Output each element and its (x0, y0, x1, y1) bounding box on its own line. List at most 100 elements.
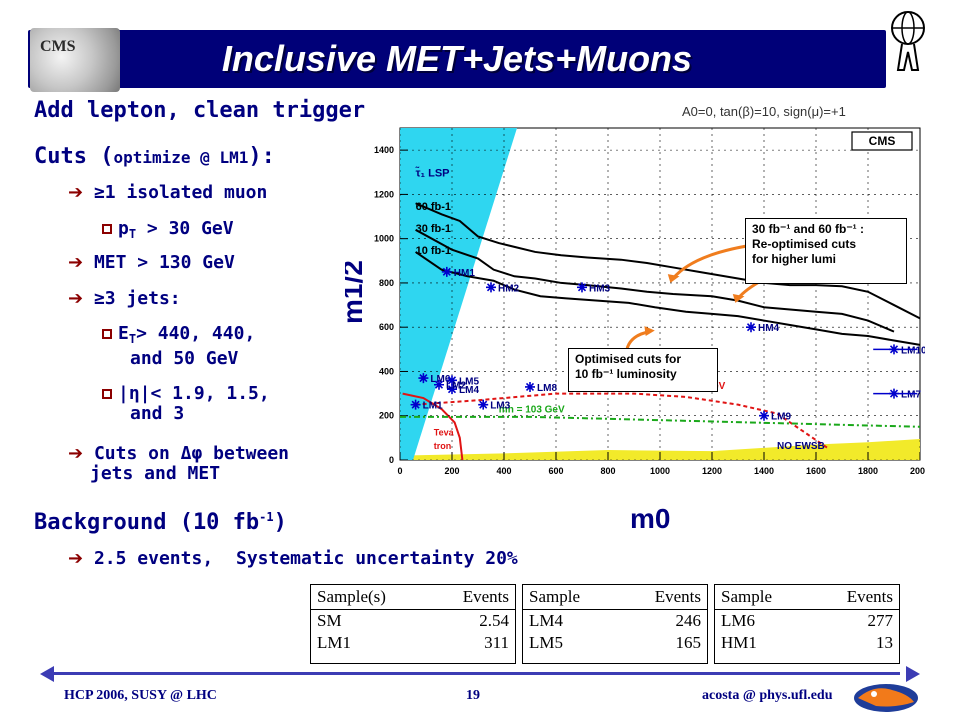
dphi-cut-item: ➔ Cuts on Δφ between jets and MET (68, 444, 289, 484)
add-lepton-heading: Add lepton, clean trigger (34, 98, 366, 123)
jets-cut-item: ➔ ≥3 jets: (68, 288, 181, 309)
table-cell: HM1 (721, 633, 757, 652)
benchmark-point-label: HM3 (589, 283, 611, 294)
table-row: HM1 13 (715, 632, 899, 654)
benchmark-point-label: LM9 (771, 412, 791, 423)
table-cell: SM (317, 611, 342, 630)
et-line2: and 50 GeV (130, 348, 239, 369)
arrowhead-icon (644, 326, 655, 337)
eta-cut-item: |η|< 1.9, 1.5, and 3 (102, 384, 270, 424)
footer-divider (52, 672, 900, 675)
square-bullet-icon (102, 329, 112, 339)
slide-title: Inclusive MET+Jets+Muons (221, 38, 693, 79)
x-tick-label: 1000 (650, 466, 670, 476)
jets-cut: ≥3 jets: (93, 288, 181, 309)
higgs-103-curve (400, 415, 921, 428)
no-ewsb-region (400, 438, 920, 460)
reach-curve-label: 10 fb-1 (416, 245, 451, 257)
events-item: ➔ 2.5 events, Systematic uncertainty 20% (68, 548, 518, 569)
reach-curve-label: 60 fb-1 (416, 201, 451, 213)
arrow-bullet-icon: ➔ (68, 288, 84, 309)
x-tick-label: 200 (444, 466, 459, 476)
table-cell: LM5 (529, 633, 563, 652)
table-row: LM4 246 (523, 610, 707, 633)
benchmark-point-marker (525, 381, 535, 392)
benchmark-point-label: HM1 (454, 268, 476, 279)
table-cell: 277 (867, 611, 894, 630)
benchmark-point-label: LM6 (430, 374, 450, 385)
eta-line2: and 3 (130, 403, 185, 424)
et-sub: T (128, 332, 137, 346)
reach-curve (415, 251, 921, 346)
x-tick-label: 1200 (702, 466, 722, 476)
table-header: Sample(s) (311, 585, 430, 610)
table-header: Events (618, 585, 707, 610)
opt-line1: Optimised cuts for (575, 352, 682, 366)
footer-arrows (40, 666, 920, 682)
arrowhead-icon (732, 294, 745, 303)
no-ewsb-label: NO EWSB (777, 441, 825, 452)
background-suffix: ) (273, 510, 287, 535)
benchmark-point-marker (447, 375, 457, 386)
et-rest: > 440, 440, (136, 323, 256, 344)
reopt-line2: Re-optimised cuts (752, 237, 857, 251)
benchmark-point-marker (447, 384, 457, 395)
table-header: Sample (715, 585, 811, 610)
arrow-bullet-icon: ➔ (68, 443, 84, 464)
background-prefix: Background (10 fb (34, 510, 260, 535)
arrowhead-icon (667, 274, 680, 283)
benchmark-point-label: LM8 (537, 383, 557, 394)
events-table-3: Sample Events LM6 277 HM1 13 (714, 584, 900, 664)
reach-curve (415, 228, 895, 333)
background-sup: -1 (259, 510, 274, 524)
table-cell: 2.54 (479, 611, 509, 630)
benchmark-point-marker (486, 282, 496, 293)
square-bullet-icon (102, 389, 112, 399)
benchmark-point-marker (478, 399, 489, 410)
tevatron-label: tron (434, 441, 452, 451)
footer-left: HCP 2006, SUSY @ LHC (64, 688, 217, 703)
cuts-optimize: optimize @ LM1 (113, 148, 249, 167)
y-tick-label: 600 (379, 322, 394, 332)
x-tick-label: 1800 (858, 466, 878, 476)
dphi-line2: jets and MET (90, 463, 221, 484)
pt-rest: > 30 GeV (136, 218, 234, 239)
arrow-bullet-icon: ➔ (68, 252, 84, 273)
y-tick-label: 400 (379, 366, 394, 376)
benchmark-point-label: LM10 (901, 345, 925, 356)
background-heading: Background (10 fb-1) (34, 510, 287, 535)
reoptimised-note: 30 fb⁻¹ and 60 fb⁻¹ : Re-optimised cuts … (745, 218, 907, 284)
pt-sub: T (128, 227, 137, 241)
events-table-1: Sample(s) Events SM 2.54 LM1 311 (310, 584, 516, 664)
table-cell: 311 (484, 633, 509, 652)
x-tick-label: 800 (600, 466, 615, 476)
reopt-line1: 30 fb⁻¹ and 60 fb⁻¹ : (752, 222, 865, 236)
y-axis-title: m1/2 (345, 260, 368, 324)
arrow-bullet-icon: ➔ (68, 182, 84, 203)
table-cell: 13 (876, 633, 893, 652)
footer-email: acosta @ phys.ufl.edu (702, 688, 833, 703)
table-cell: LM6 (721, 611, 755, 630)
table-header: Events (429, 585, 515, 610)
y-tick-label: 1200 (374, 189, 394, 199)
opt-line2: 10 fb⁻¹ luminosity (575, 367, 677, 381)
optimised-note: Optimised cuts for 10 fb⁻¹ luminosity (568, 348, 718, 392)
x-tick-label: 0 (397, 466, 402, 476)
pt-cut-item: pT > 30 GeV (102, 218, 234, 241)
benchmark-point-marker (434, 379, 444, 390)
table-header: Sample (523, 585, 619, 610)
systematic-text: Systematic uncertainty 20% (236, 548, 518, 569)
reach-curve-label: 30 fb-1 (416, 223, 451, 235)
benchmark-point-marker (759, 410, 769, 421)
square-bullet-icon (102, 224, 112, 234)
table-cell: 246 (675, 611, 702, 630)
muon-cut: ≥1 isolated muon (93, 182, 268, 203)
events-comma: , (202, 548, 214, 569)
page-number: 19 (466, 688, 480, 703)
x-tick-label: 1600 (806, 466, 826, 476)
cuts-heading: Cuts (optimize @ LM1): (34, 144, 275, 169)
cms-badge: CMS (869, 134, 896, 148)
x-axis-title: m0 (630, 503, 670, 534)
